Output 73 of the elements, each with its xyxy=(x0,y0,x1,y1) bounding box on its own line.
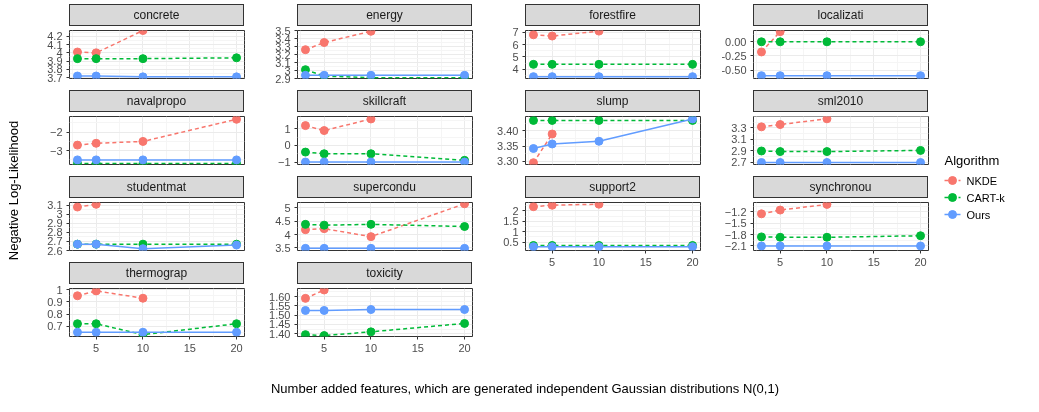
y-tick-label: 4 xyxy=(56,46,63,59)
y-tick-label: 2.7 xyxy=(731,156,747,169)
chart-title: supercondu xyxy=(353,179,416,196)
y-tick-label: 0 xyxy=(284,139,291,152)
legend-label: CART-k xyxy=(966,191,1006,204)
chart-title: energy xyxy=(366,7,403,24)
y-tick-label: 0.5 xyxy=(503,236,519,249)
y-tick-label: 3.5 xyxy=(275,241,291,254)
y-tick-label: 1 xyxy=(56,283,63,296)
chart-title: thermograp xyxy=(125,265,188,282)
y-tick-label: -0.25 xyxy=(721,49,747,62)
y-tick-label: 4.5 xyxy=(275,215,291,228)
y-tick-label: 6 xyxy=(512,38,519,51)
x-tick-label: 10 xyxy=(592,255,606,268)
y-tick-label: 0.8 xyxy=(47,308,63,321)
x-tick-label: 10 xyxy=(364,341,378,354)
y-tick-label: 3.40 xyxy=(497,124,519,137)
y-tick-label: 7 xyxy=(512,26,519,39)
x-tick-label: 15 xyxy=(867,255,880,268)
chart-title: skillcraft xyxy=(362,93,407,110)
x-tick-label: 10 xyxy=(136,341,150,354)
x-tick-label: 20 xyxy=(914,255,927,268)
chart-title: synchronou xyxy=(809,179,872,196)
y-tick-label: −1.5 xyxy=(724,217,747,230)
y-tick-label: −2 xyxy=(49,126,63,139)
y-tick-label: 0.00 xyxy=(725,35,747,48)
legend-title: Algorithm xyxy=(944,153,1000,168)
x-tick-label: 5 xyxy=(321,341,328,354)
x-tick-label: 5 xyxy=(777,255,784,268)
y-tick-label: 3.30 xyxy=(497,155,519,168)
y-tick-label: 1.60 xyxy=(269,290,291,303)
x-tick-label: 20 xyxy=(458,341,471,354)
x-tick-label: 5 xyxy=(549,255,556,268)
y-tick-label: 3.3 xyxy=(731,122,747,134)
y-tick-label: 3.35 xyxy=(497,140,519,153)
y-tick-label: −1.8 xyxy=(724,228,747,241)
y-tick-label: 2.9 xyxy=(731,144,747,157)
y-tick-label: 1 xyxy=(284,122,291,135)
y-tick-label: 4 xyxy=(284,228,291,241)
x-tick-label: 15 xyxy=(183,341,196,354)
y-tick-label: −2.1 xyxy=(724,239,747,252)
y-tick-label: 5 xyxy=(512,50,519,63)
legend-label: NKDE xyxy=(966,174,998,187)
y-tick-label: 4 xyxy=(512,63,519,76)
chart-title: support2 xyxy=(589,179,636,196)
y-tick-label: 3.1 xyxy=(731,133,747,146)
y-tick-label: −3 xyxy=(49,144,63,157)
chart-title: sml2010 xyxy=(817,93,864,110)
chart-title: toxicity xyxy=(366,265,403,282)
x-axis-title: Number added features, which are generated independent Gaussian distributions N(0,1) xyxy=(270,380,780,398)
y-tick-label: 2 xyxy=(512,204,519,217)
legend-label: Ours xyxy=(966,208,991,221)
y-tick-label: 0.7 xyxy=(47,320,63,333)
y-tick-label: 1 xyxy=(512,225,519,238)
chart-title: navalpropo xyxy=(126,93,187,110)
chart-title: studentmat xyxy=(126,179,187,196)
chart-title: slump xyxy=(596,93,629,110)
chart-title: localizati xyxy=(817,7,864,24)
chart-title: forestfire xyxy=(589,7,636,24)
x-tick-label: 20 xyxy=(230,341,243,354)
chart-title: concrete xyxy=(133,7,180,24)
y-tick-label: -0.50 xyxy=(721,64,747,77)
y-tick-label: −1.2 xyxy=(724,205,747,218)
x-tick-label: 20 xyxy=(686,255,699,268)
y-tick-label: 5 xyxy=(284,201,291,214)
y-tick-label: 1.5 xyxy=(503,215,519,228)
y-tick-label: −1 xyxy=(277,156,291,169)
x-tick-label: 15 xyxy=(639,255,652,268)
x-tick-label: 15 xyxy=(411,341,424,354)
y-tick-label: 0.9 xyxy=(47,295,63,308)
y-axis-title: Negative Log-Likelihood xyxy=(6,120,22,261)
x-tick-label: 10 xyxy=(820,255,834,268)
x-tick-label: 5 xyxy=(93,341,100,354)
